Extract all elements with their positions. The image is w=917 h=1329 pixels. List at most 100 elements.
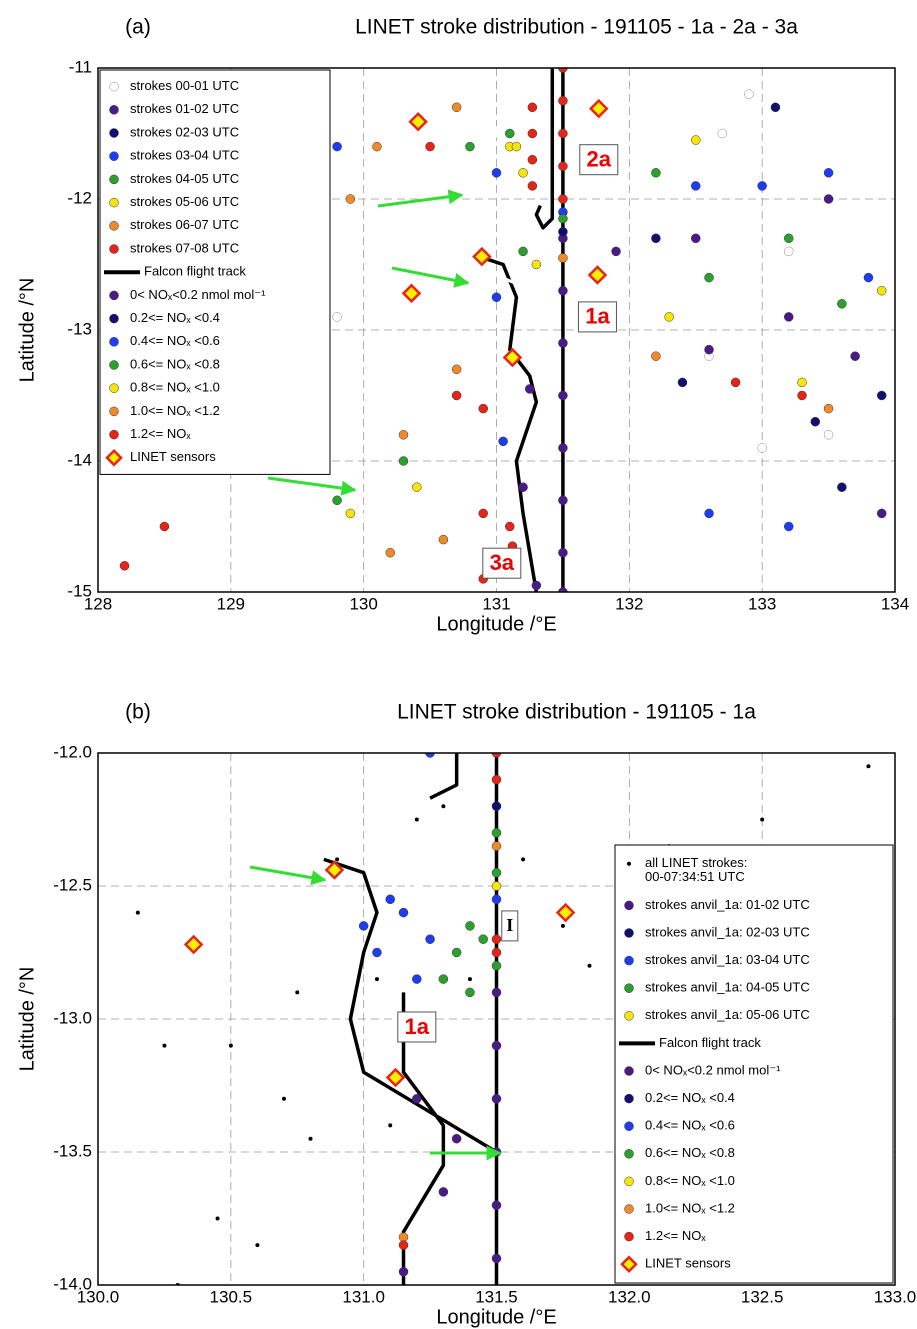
stroke-point bbox=[135, 910, 140, 915]
legend-label: strokes anvil_1a: 01-02 UTC bbox=[645, 897, 810, 912]
stroke-point bbox=[757, 443, 767, 453]
stroke-point bbox=[558, 213, 568, 224]
stroke-point bbox=[505, 128, 515, 139]
legend-label: strokes anvil_1a: 02-03 UTC bbox=[645, 924, 810, 939]
stroke-point bbox=[478, 403, 488, 414]
x-tick-label: 132 bbox=[615, 594, 643, 613]
arrow bbox=[409, 125, 507, 162]
stroke-point bbox=[527, 102, 538, 113]
stroke-point bbox=[465, 141, 475, 152]
stroke-point bbox=[478, 508, 488, 519]
stroke-point bbox=[228, 1043, 233, 1048]
stroke-point bbox=[810, 416, 821, 427]
stroke-point bbox=[332, 312, 342, 322]
stroke-point bbox=[691, 233, 701, 244]
legend-marker bbox=[624, 1149, 634, 1159]
stroke-point bbox=[863, 272, 874, 283]
legend-label: strokes 04-05 UTC bbox=[130, 171, 239, 186]
stroke-point bbox=[491, 1200, 502, 1210]
legend-box bbox=[614, 844, 894, 1284]
x-tick-label: 133 bbox=[748, 594, 776, 613]
y-tick-label: -14.0 bbox=[53, 1274, 92, 1293]
stroke-point bbox=[524, 384, 535, 394]
stroke-point bbox=[876, 390, 887, 401]
legend-label: strokes 02-03 UTC bbox=[130, 124, 239, 139]
sensor bbox=[502, 347, 523, 368]
y-tick-label: -14 bbox=[67, 450, 92, 469]
x-axis-label: Longitude /°E bbox=[436, 613, 556, 635]
stroke-point bbox=[558, 338, 568, 348]
legend-label: strokes 07-08 UTC bbox=[130, 240, 239, 255]
legend-label: 0.8<= NOₓ <1.0 bbox=[645, 1173, 735, 1188]
stroke-point bbox=[797, 377, 807, 388]
stroke-point bbox=[823, 403, 834, 414]
legend-marker bbox=[624, 955, 634, 966]
legend-marker bbox=[624, 1066, 634, 1076]
stroke-point bbox=[704, 272, 714, 283]
stroke-point bbox=[691, 181, 701, 191]
stroke-point bbox=[335, 857, 340, 862]
legend-marker bbox=[109, 313, 119, 324]
legend-label: strokes 01-02 UTC bbox=[130, 101, 239, 116]
stroke-point bbox=[385, 894, 395, 905]
stroke-point bbox=[215, 1216, 220, 1221]
stroke-point bbox=[558, 495, 568, 506]
stroke-point bbox=[770, 102, 781, 113]
legend-label: strokes 05-06 UTC bbox=[130, 194, 239, 209]
legend-label: 0.4<= NOₓ <0.6 bbox=[645, 1118, 735, 1133]
x-tick-label: 132.0 bbox=[608, 1287, 651, 1306]
y-tick-label: -12.5 bbox=[53, 875, 92, 894]
stroke-point bbox=[760, 817, 765, 822]
legend-marker bbox=[624, 1231, 634, 1242]
legend-label: 0.6<= NOₓ <0.8 bbox=[130, 356, 220, 371]
stroke-point bbox=[783, 312, 794, 322]
stroke-point bbox=[345, 508, 356, 519]
chart-title: LINET stroke distribution - 191105 - 1a … bbox=[355, 16, 798, 39]
stroke-point bbox=[441, 804, 446, 809]
legend-marker bbox=[105, 449, 123, 467]
stroke-point bbox=[414, 817, 419, 822]
stroke-point bbox=[491, 828, 502, 838]
stroke-point bbox=[281, 1096, 286, 1101]
legend-marker bbox=[624, 900, 634, 911]
legend-label: 0.2<= NOₓ <0.4 bbox=[645, 1090, 735, 1105]
stroke-point bbox=[491, 753, 502, 758]
stroke-point bbox=[558, 68, 568, 73]
stroke-point bbox=[677, 377, 688, 388]
x-tick-label: 130.5 bbox=[210, 1287, 253, 1306]
legend-marker bbox=[109, 221, 119, 231]
stroke-point bbox=[866, 764, 871, 769]
y-axis-label: Latitude /°N bbox=[16, 278, 38, 383]
arrow bbox=[249, 865, 327, 886]
stroke-point bbox=[560, 923, 565, 928]
legend-marker bbox=[109, 151, 119, 161]
stroke-point bbox=[332, 141, 342, 152]
legend-label-line: all LINET strokes: bbox=[645, 855, 747, 870]
legend-label: 0.2<= NOₓ <0.4 bbox=[130, 310, 220, 325]
legend-marker bbox=[109, 105, 119, 115]
stroke-point bbox=[498, 436, 508, 447]
y-tick-label: -15 bbox=[67, 581, 92, 600]
stroke-point bbox=[491, 867, 502, 878]
stroke-point bbox=[491, 774, 502, 785]
stroke-point bbox=[491, 987, 502, 998]
y-tick-label: -13.0 bbox=[53, 1008, 92, 1027]
stroke-point bbox=[398, 1266, 409, 1277]
stroke-point bbox=[451, 364, 462, 375]
y-tick-label: -13 bbox=[67, 319, 92, 338]
arrow bbox=[377, 189, 464, 208]
stroke-point bbox=[611, 246, 621, 257]
panel-label: (b) bbox=[125, 701, 151, 724]
annotation-box bbox=[501, 910, 519, 942]
stroke-point bbox=[527, 128, 538, 139]
annotation: 1a bbox=[405, 1014, 430, 1039]
legend-marker bbox=[624, 1011, 634, 1021]
stroke-point bbox=[587, 963, 592, 968]
plot-frame bbox=[97, 752, 896, 1286]
stroke-point bbox=[412, 974, 422, 984]
stroke-point bbox=[491, 292, 502, 302]
stroke-point bbox=[823, 430, 834, 440]
stroke-point bbox=[558, 128, 568, 139]
